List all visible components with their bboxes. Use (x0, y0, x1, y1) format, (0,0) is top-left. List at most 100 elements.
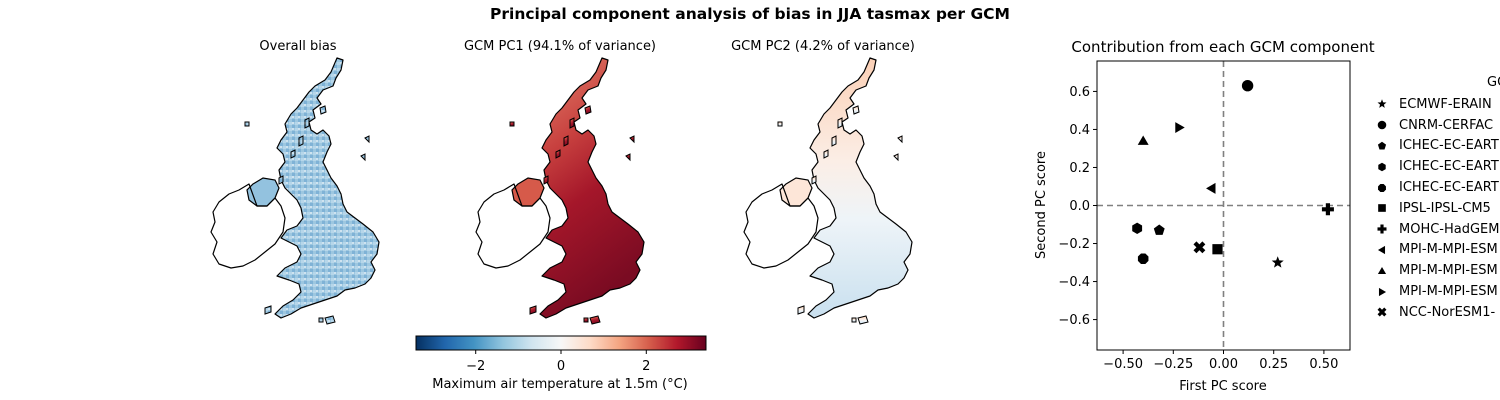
great-britain-coastline (539, 57, 645, 319)
legend-item: MPI-M-MPI-ESM (1365, 240, 1500, 261)
island-shape (897, 135, 903, 144)
legend-label: ECMWF-ERAIN (1399, 96, 1492, 112)
legend-marker-shape (1378, 162, 1386, 172)
legend-label: MPI-M-MPI-ESM (1399, 284, 1498, 300)
island-shape (625, 153, 631, 162)
ireland-coastline (743, 183, 819, 269)
legend-item: CNRM-CERFAC (1365, 115, 1500, 136)
legend-marker-square-icon (1365, 201, 1399, 215)
island-shape (583, 317, 589, 323)
island-shape (823, 149, 829, 159)
legend-item: NCC-NorESM1- (1365, 302, 1500, 323)
legend-label: MOHC-HadGEM (1399, 221, 1500, 237)
legend-marker-shape (1377, 141, 1387, 150)
scatter-point-triangle-right (1175, 122, 1185, 133)
island-shape (324, 315, 336, 325)
legend-marker-triangle-right-icon (1365, 285, 1399, 299)
legend-label: CNRM-CERFAC (1399, 117, 1494, 133)
island-shape (852, 105, 860, 115)
y-tick-label: −0.4 (1058, 275, 1090, 290)
legend-item: MPI-M-MPI-ESM (1365, 260, 1500, 281)
legend-item: ICHEC-EC-EART (1365, 156, 1500, 177)
island-shape (318, 317, 324, 323)
island-shape (777, 121, 783, 127)
y-tick-label: 0.2 (1069, 161, 1090, 176)
x-tick-label: −0.25 (1153, 357, 1193, 372)
legend-item: MPI-M-MPI-ESM (1365, 281, 1500, 302)
legend-marker-shape (1378, 204, 1386, 213)
scatter-point-octagon (1137, 253, 1149, 264)
figure-title: Principal component analysis of bias in … (490, 5, 1010, 23)
island-shape (298, 135, 304, 147)
map-title-pc1: GCM PC1 (94.1% of variance) (463, 39, 657, 54)
x-tick-label: 0.50 (1309, 357, 1338, 372)
island-shape (290, 149, 296, 159)
island-shape (319, 105, 327, 115)
scatter-point-triangle-up (1137, 135, 1149, 145)
legend-label: MPI-M-MPI-ESM (1399, 242, 1498, 258)
legend-title: GC (1487, 75, 1500, 90)
map-pc2 (743, 57, 913, 325)
great-britain-coastline (274, 57, 380, 319)
legend-marker-octagon-icon (1365, 181, 1399, 195)
legend-marker-plus-icon (1365, 222, 1399, 236)
map-title-pc2: GCM PC2 (4.2% of variance) (731, 39, 915, 54)
island-shape (797, 305, 805, 315)
scatter-point-circle (1241, 80, 1254, 92)
x-tick-label: −0.50 (1103, 357, 1143, 372)
island-shape (364, 135, 370, 144)
scatter-points (1132, 80, 1334, 268)
colorbar-tick-label: −2 (466, 359, 485, 374)
ireland-outline (210, 183, 286, 269)
legend-label: IPSL-IPSL-CM5 (1399, 200, 1491, 216)
island-shape (811, 175, 817, 185)
island-shape (584, 105, 592, 115)
map-pc1 (475, 57, 645, 325)
scatter-point-plus (1321, 203, 1334, 216)
legend-marker-circle-icon (1365, 118, 1399, 132)
ireland-coastline (475, 183, 551, 269)
x-axis-label: First PC score (1179, 379, 1266, 394)
island-shape (529, 305, 537, 315)
island-shape (264, 305, 272, 315)
island-shape (589, 315, 601, 325)
legend-label: ICHEC-EC-EART (1399, 180, 1499, 196)
ireland-outline (743, 183, 819, 269)
x-mark-shape (1193, 241, 1206, 254)
colorbar-tick-label: 0 (557, 359, 565, 374)
island-shape (893, 153, 899, 162)
x-axis-ticks: −0.50 −0.25 0.00 0.25 0.50 (1103, 350, 1338, 372)
legend-item: MOHC-HadGEM (1365, 219, 1500, 240)
legend-marker-shape (1377, 99, 1387, 109)
legend-label: NCC-NorESM1- (1399, 304, 1496, 320)
legend-marker-shape (1377, 245, 1386, 255)
legend-label: MPI-M-MPI-ESM (1399, 263, 1498, 279)
legend-item: ECMWF-ERAIN (1365, 94, 1500, 115)
map-title-overall-bias: Overall bias (259, 39, 337, 54)
legend-item: ICHEC-EC-EART (1365, 136, 1500, 157)
y-tick-label: −0.2 (1058, 237, 1090, 252)
island-shape (555, 149, 561, 159)
y-tick-label: 0.6 (1069, 85, 1090, 100)
legend-item: ICHEC-EC-EART (1365, 177, 1500, 198)
x-mark-shape (1377, 307, 1387, 317)
legend-label: ICHEC-EC-EART (1399, 138, 1499, 154)
legend-marker-shape (1378, 287, 1387, 296)
island-shape (851, 317, 857, 323)
island-shape (278, 175, 284, 185)
legend-marker-shape (1377, 307, 1387, 317)
great-britain-coastline (807, 57, 913, 319)
island-shape (509, 121, 515, 127)
colorbar-label: Maximum air temperature at 1.5m (°C) (432, 377, 688, 392)
y-tick-label: −0.6 (1058, 313, 1090, 328)
legend-marker-x-icon (1365, 305, 1399, 319)
ireland-coastline (210, 183, 286, 269)
y-axis-ticks: −0.6 −0.4 −0.2 0.0 0.2 0.4 0.6 (1058, 85, 1097, 328)
y-tick-label: 0.0 (1069, 199, 1090, 214)
island-shape (569, 117, 575, 129)
island-shape (629, 135, 635, 144)
y-tick-label: 0.4 (1069, 123, 1090, 138)
island-shape (244, 121, 250, 127)
island-shape (857, 315, 869, 325)
